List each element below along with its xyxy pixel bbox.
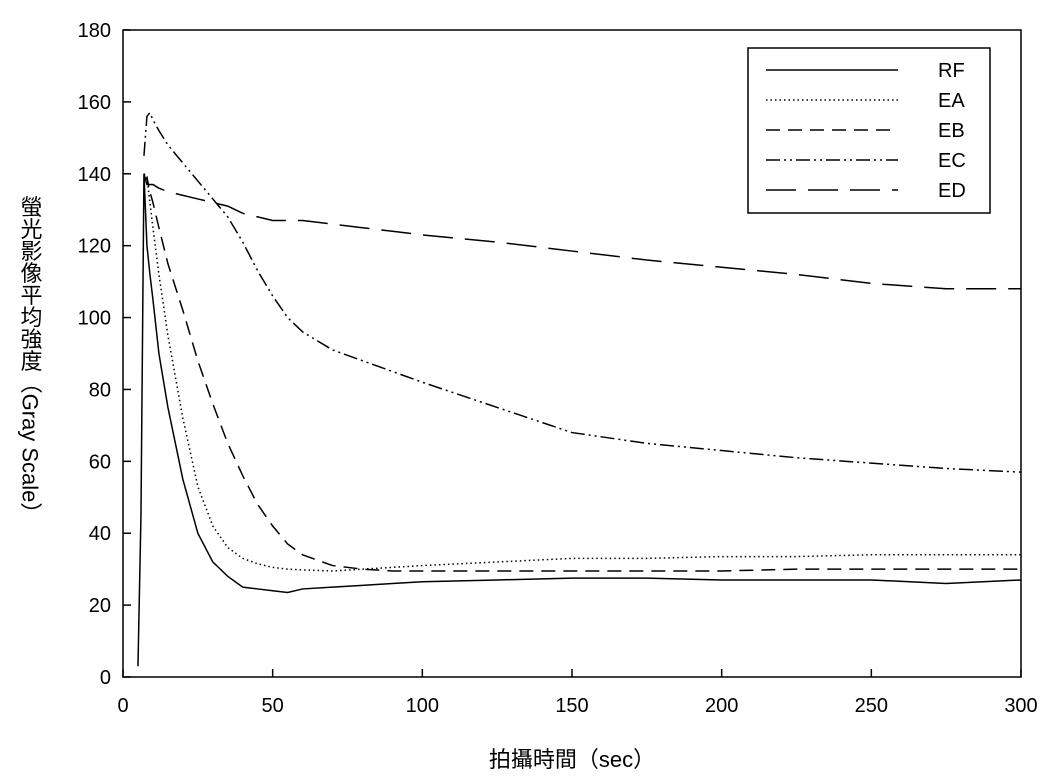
series-line: [143, 173, 1021, 572]
x-axis-label: 拍攝時間（sec）: [489, 747, 655, 772]
series-line: [137, 173, 1022, 667]
legend-label: EC: [938, 150, 966, 172]
y-tick-label: 180: [78, 20, 111, 42]
y-axis-label: 螢光影像平均強度（Gray Scale）: [18, 196, 43, 525]
series-line: [143, 111, 1022, 473]
y-tick-label: 100: [78, 308, 111, 330]
y-tick-label: 40: [89, 523, 111, 545]
legend-label: EB: [938, 120, 965, 142]
y-tick-label: 80: [89, 379, 111, 401]
x-tick-label: 250: [855, 695, 888, 717]
x-tick-label: 50: [262, 695, 284, 717]
y-tick-label: 20: [89, 595, 111, 617]
x-tick-label: 300: [1004, 695, 1037, 717]
legend-label: ED: [938, 180, 966, 202]
legend-label: EA: [938, 90, 965, 112]
x-tick-label: 0: [117, 695, 128, 717]
y-tick-label: 60: [89, 451, 111, 473]
series-line: [143, 175, 1021, 572]
y-tick-label: 0: [100, 667, 111, 689]
y-tick-label: 120: [78, 236, 111, 258]
x-tick-label: 150: [555, 695, 588, 717]
x-tick-label: 200: [705, 695, 738, 717]
x-tick-label: 100: [406, 695, 439, 717]
legend-label: RF: [938, 60, 965, 82]
y-tick-label: 140: [78, 164, 111, 186]
y-tick-label: 160: [78, 92, 111, 114]
series-line: [143, 173, 1021, 290]
